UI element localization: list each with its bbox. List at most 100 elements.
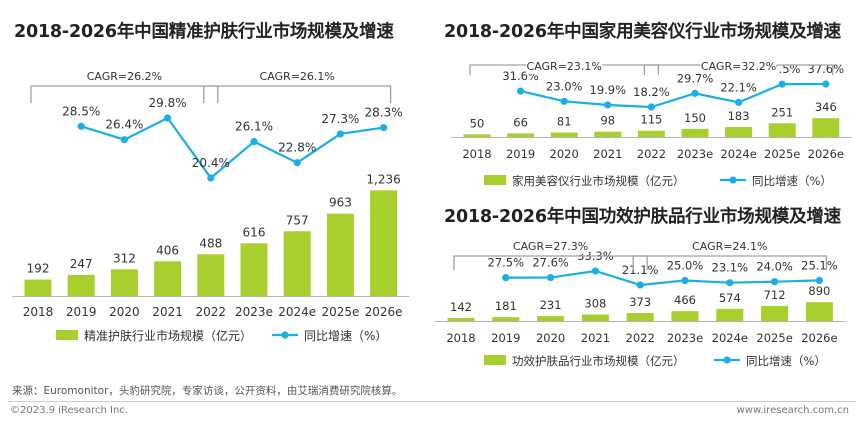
bar-value-label: 81	[557, 115, 572, 129]
x-tick-label: 2024e	[720, 147, 756, 161]
bar	[154, 261, 182, 296]
growth-value-label: 27.6%	[532, 256, 569, 270]
x-tick-label: 2022	[626, 331, 655, 345]
legend-bar-label: 家用美容仪行业市场规模（亿元）	[512, 174, 685, 188]
x-tick-label: 2026e	[801, 331, 837, 345]
bar-value-label: 50	[470, 116, 485, 130]
growth-point	[691, 89, 699, 97]
growth-point	[822, 80, 830, 88]
bar	[197, 254, 225, 296]
bar-value-label: 181	[495, 299, 517, 313]
legend-line-label: 同比增速（%）	[752, 174, 832, 188]
cagr-bracket	[30, 85, 219, 103]
bar-value-label: 616	[243, 225, 266, 239]
cagr-label: CAGR=23.1%	[527, 60, 602, 73]
growth-value-label: 20.4%	[192, 156, 230, 170]
copyright: ©2023.9 iResearch Inc.	[10, 405, 128, 416]
growth-value-label: 18.2%	[633, 85, 670, 99]
bar	[326, 213, 354, 296]
x-tick-label: 2020	[550, 147, 579, 161]
bar	[681, 128, 709, 137]
bar	[626, 313, 654, 321]
bar	[67, 274, 95, 296]
bar	[283, 231, 311, 296]
bar	[507, 133, 535, 137]
bar-value-label: 890	[808, 284, 830, 298]
x-tick-label: 2025e	[321, 305, 359, 319]
growth-point	[604, 101, 612, 109]
cagr-label: CAGR=26.1%	[260, 70, 335, 83]
growth-point	[250, 138, 258, 146]
legend-bar-label: 精准护肤行业市场规模（亿元）	[84, 328, 252, 343]
source-note: 来源：Euromonitor，头豹研究院，专家访谈，公开资料，由艾瑞消费研究院核…	[12, 385, 403, 397]
x-tick-label: 2022	[196, 305, 227, 319]
cagr-label: CAGR=27.3%	[513, 240, 588, 253]
cagr-label-bg	[700, 59, 777, 74]
x-tick-label: 2025e	[764, 147, 800, 161]
cagr-bracket	[632, 255, 828, 270]
x-tick-label: 2019	[66, 305, 97, 319]
bar	[550, 132, 578, 137]
cagr-label: CAGR=32.2%	[701, 60, 776, 73]
growth-value-label: 24.0%	[756, 260, 793, 274]
growth-point	[380, 123, 388, 132]
cagr-label-bg	[259, 69, 336, 84]
x-tick-label: 2019	[506, 147, 535, 161]
legend-line-marker	[281, 331, 289, 339]
legend-bar-swatch	[484, 355, 506, 365]
bar-value-label: 150	[684, 111, 706, 125]
bar-value-label: 98	[600, 114, 615, 128]
growth-point	[120, 136, 128, 144]
bar-value-label: 142	[450, 300, 472, 314]
x-tick-label: 2024e	[278, 305, 316, 319]
growth-point	[293, 159, 301, 167]
legend-bar-swatch	[56, 330, 78, 340]
bar	[463, 134, 491, 137]
growth-point	[560, 97, 568, 105]
bar-value-label: 488	[199, 236, 222, 250]
bar-value-label: 183	[728, 109, 750, 123]
bar	[812, 118, 840, 137]
growth-line	[80, 116, 384, 180]
growth-value-label: 25.0%	[667, 259, 704, 273]
x-tick-label: 2020	[536, 331, 565, 345]
growth-value-label: 25.1%	[801, 258, 838, 272]
growth-point	[547, 273, 555, 282]
bar	[768, 123, 796, 137]
bar	[240, 243, 268, 296]
cagr-label-bg	[512, 239, 589, 254]
growth-value-label: 21.1%	[622, 263, 659, 277]
growth-point	[164, 114, 172, 122]
cagr-label: CAGR=24.1%	[692, 240, 767, 253]
growth-line	[520, 82, 826, 109]
bar-value-label: 312	[113, 251, 136, 265]
growth-value-label: 22.1%	[720, 80, 757, 94]
growth-point	[647, 103, 656, 111]
x-tick-label: 2023e	[667, 331, 703, 345]
bar-value-label: 346	[815, 100, 837, 114]
x-tick-label: 2022	[637, 147, 666, 161]
growth-value-label: 27.3%	[321, 112, 359, 126]
cagr-bracket	[203, 85, 392, 103]
growth-value-label: 23.0%	[546, 79, 583, 93]
growth-value-label: 26.4%	[105, 118, 143, 132]
growth-value-label: 19.9%	[590, 83, 627, 97]
website-link[interactable]: www.iresearch.com.cn	[736, 405, 849, 416]
bar	[725, 127, 753, 137]
bar	[805, 302, 833, 321]
bar	[581, 314, 609, 321]
legend-line-label: 同比增速（%）	[304, 329, 387, 343]
bar-value-label: 66	[513, 115, 528, 129]
legend-line-label: 同比增速（%）	[746, 354, 826, 368]
bar-value-label: 231	[540, 298, 562, 312]
x-tick-label: 2026e	[808, 147, 844, 161]
chart-title: 2018-2026年中国功效护肤品行业市场规模及增速	[444, 207, 841, 227]
growth-point	[636, 281, 644, 289]
bar	[447, 317, 475, 321]
growth-point	[77, 122, 85, 130]
bar	[594, 131, 622, 137]
bar	[637, 130, 665, 137]
footer-divider	[8, 401, 856, 402]
